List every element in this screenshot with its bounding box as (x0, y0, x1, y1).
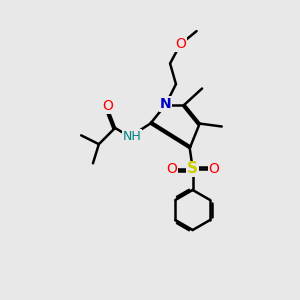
Text: O: O (102, 99, 113, 113)
Text: S: S (187, 161, 198, 176)
Text: NH: NH (122, 130, 141, 143)
Text: O: O (208, 162, 219, 176)
Text: O: O (166, 162, 177, 176)
Text: N: N (159, 97, 171, 111)
Text: O: O (175, 38, 186, 51)
